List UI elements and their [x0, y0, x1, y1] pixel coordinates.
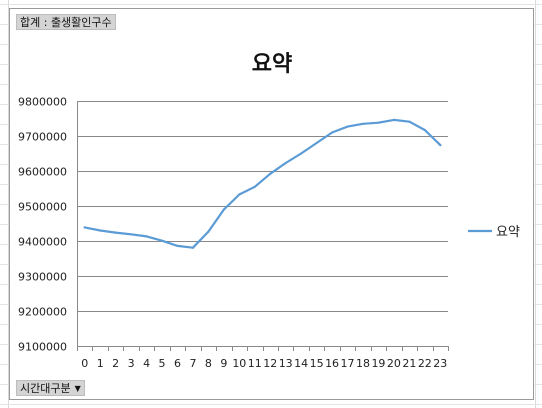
dropdown-arrow-icon[interactable]: ▼: [74, 384, 81, 393]
chart-plot: 요약 9100000920000093000009400000950000096…: [18, 52, 520, 370]
report-filter-label: 합계 : 출생활인구수: [20, 16, 112, 29]
x-tick-label: 0: [81, 357, 88, 370]
data-point: [114, 231, 117, 234]
x-tick-label: 10: [232, 357, 246, 370]
x-tick-label: 7: [189, 357, 196, 370]
data-point: [392, 118, 395, 121]
x-tick-label: 22: [418, 357, 432, 370]
data-point: [269, 172, 272, 175]
data-point: [130, 233, 133, 236]
data-point: [300, 152, 303, 155]
legend-label: 요약: [496, 225, 520, 240]
x-tick-label: 23: [433, 357, 447, 370]
series-line: [83, 118, 442, 249]
report-filter-field-button[interactable]: 합계 : 출생활인구수: [16, 14, 116, 30]
x-tick-label: 21: [402, 357, 416, 370]
y-tick-label: 9200000: [18, 306, 67, 319]
x-tick-label: 13: [279, 357, 293, 370]
pivot-chart[interactable]: 요약 9100000 9200000 9300000 9400000 9500000 96…: [9, 8, 534, 400]
x-tick-label: 14: [294, 357, 308, 370]
y-axis-ticks: 9100000 9200000 9300000 9400000 9500000 96000…: [18, 96, 67, 354]
y-tick-label: 9300000: [18, 271, 67, 284]
x-tick-label: 15: [310, 357, 324, 370]
sheet-gridline: [0, 404, 542, 405]
data-point: [315, 141, 318, 145]
y-tick-label: 9400000: [18, 236, 67, 249]
legend: 요약: [468, 225, 520, 240]
x-tick-label: 12: [263, 357, 277, 370]
data-point: [207, 230, 210, 233]
data-point: [253, 185, 256, 188]
x-tick-label: 4: [143, 357, 150, 370]
data-point: [238, 193, 241, 196]
data-point: [423, 128, 426, 132]
x-tick-label: 9: [220, 357, 227, 370]
data-point: [346, 125, 349, 128]
x-tick-label: 18: [356, 357, 370, 370]
x-tick-label: 5: [159, 357, 166, 370]
data-point: [191, 246, 194, 249]
axis-field-label: 시간대구분: [20, 382, 71, 395]
data-point: [222, 208, 225, 211]
data-point: [439, 144, 442, 147]
data-point: [83, 226, 86, 229]
data-point: [145, 235, 148, 238]
data-point: [377, 121, 380, 124]
axis-field-button[interactable]: 시간대구분 ▼: [16, 380, 85, 396]
data-point: [361, 122, 365, 125]
y-tick-label: 9500000: [18, 201, 67, 214]
data-point: [331, 131, 334, 134]
x-tick-label: 6: [174, 357, 181, 370]
x-tick-label: 20: [387, 357, 401, 370]
y-tick-label: 9100000: [18, 341, 67, 354]
x-axis-ticks: 0 1 2 3 4 5 6 7 8 9 10 11 12 13 14 15 16 17 18 19 20 21 22 23: [77, 346, 449, 370]
data-point: [284, 161, 287, 165]
y-tick-label: 9700000: [18, 131, 67, 144]
data-point: [408, 120, 411, 123]
x-tick-label: 11: [248, 357, 262, 370]
x-tick-label: 8: [205, 357, 212, 370]
y-tick-label: 9800000: [18, 96, 67, 109]
chart-title: 요약: [252, 52, 292, 77]
gridlines: [77, 101, 448, 347]
x-tick-label: 17: [341, 357, 355, 370]
y-tick-label: 9600000: [18, 166, 67, 179]
sheet-gridline: [0, 4, 542, 5]
x-tick-label: 19: [371, 357, 385, 370]
data-point: [176, 244, 179, 247]
x-tick-label: 3: [128, 357, 135, 370]
series-layer: [83, 118, 442, 249]
x-tick-label: 16: [325, 357, 339, 370]
data-point: [160, 239, 164, 242]
x-tick-label: 1: [97, 357, 104, 370]
data-point: [99, 229, 102, 232]
x-tick-label: 2: [112, 357, 119, 370]
